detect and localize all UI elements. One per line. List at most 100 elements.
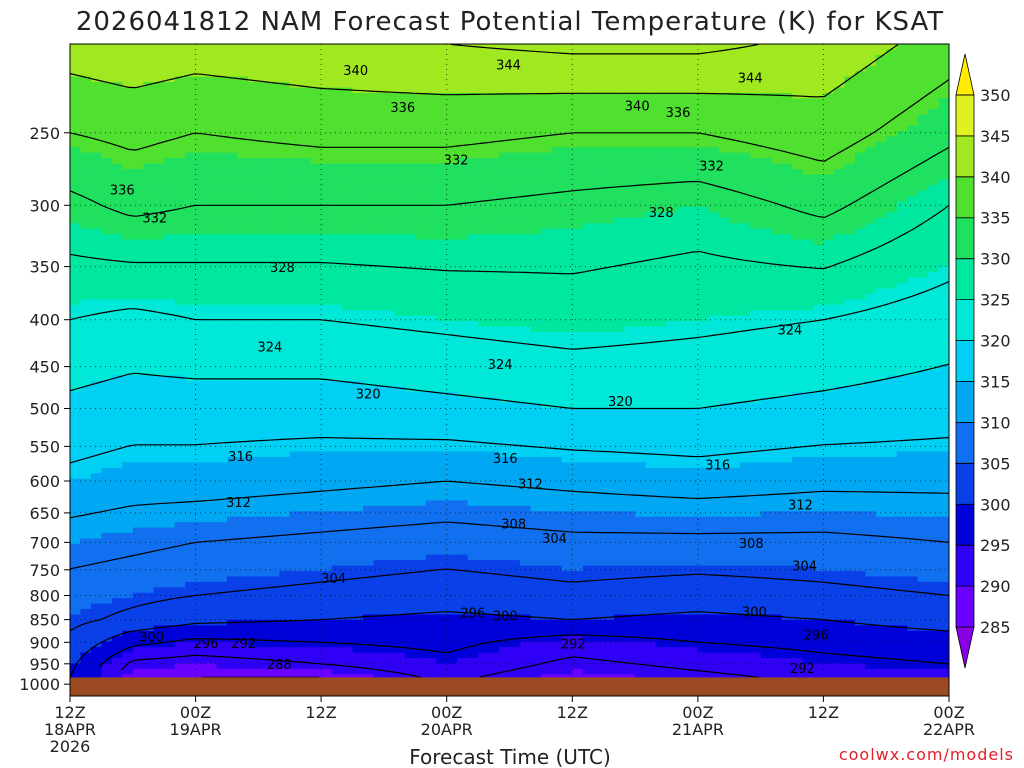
field-cell bbox=[656, 103, 668, 110]
field-cell bbox=[122, 87, 134, 94]
field-cell bbox=[582, 174, 594, 181]
field-cell bbox=[80, 272, 92, 279]
field-cell bbox=[321, 326, 333, 333]
field-cell bbox=[143, 293, 155, 300]
field-cell bbox=[90, 196, 102, 203]
field-cell bbox=[530, 103, 542, 110]
field-cell bbox=[111, 98, 123, 105]
field-cell bbox=[687, 120, 699, 127]
field-cell bbox=[676, 71, 688, 78]
field-cell bbox=[666, 92, 678, 99]
field-cell bbox=[687, 49, 699, 56]
field-cell bbox=[310, 44, 322, 51]
field-cell bbox=[310, 201, 322, 208]
field-cell bbox=[697, 174, 709, 181]
field-cell bbox=[928, 299, 940, 306]
field-cell bbox=[111, 310, 123, 317]
field-cell bbox=[561, 147, 573, 154]
field-cell bbox=[310, 234, 322, 241]
field-cell bbox=[415, 212, 427, 219]
field-cell bbox=[425, 109, 437, 116]
field-cell bbox=[111, 179, 123, 186]
field-cell bbox=[697, 65, 709, 72]
field-cell bbox=[268, 152, 280, 159]
field-cell bbox=[394, 217, 406, 224]
field-cell bbox=[122, 92, 134, 99]
field-cell bbox=[499, 163, 511, 170]
field-cell bbox=[540, 98, 552, 105]
field-cell bbox=[666, 272, 678, 279]
field-cell bbox=[917, 353, 929, 360]
field-cell bbox=[111, 185, 123, 192]
field-cell bbox=[90, 250, 102, 257]
field-cell bbox=[132, 190, 144, 197]
field-cell bbox=[676, 331, 688, 338]
field-cell bbox=[551, 223, 563, 230]
field-cell bbox=[206, 44, 218, 51]
field-cell bbox=[342, 212, 354, 219]
field-cell bbox=[279, 223, 291, 230]
field-cell bbox=[195, 109, 207, 116]
field-cell bbox=[593, 239, 605, 246]
field-cell bbox=[614, 44, 626, 51]
field-cell bbox=[216, 266, 228, 273]
field-cell bbox=[226, 114, 239, 121]
field-cell bbox=[603, 158, 615, 165]
field-cell bbox=[781, 60, 793, 67]
field-cell bbox=[886, 310, 898, 317]
field-cell bbox=[206, 120, 218, 127]
field-cell bbox=[436, 283, 448, 290]
field-cell bbox=[708, 217, 720, 224]
field-cell bbox=[383, 109, 395, 116]
field-cell bbox=[708, 92, 720, 99]
field-cell bbox=[656, 152, 668, 159]
field-cell bbox=[90, 71, 102, 78]
field-cell bbox=[289, 326, 301, 333]
field-cell bbox=[582, 49, 594, 56]
field-cell bbox=[928, 250, 940, 257]
field-cell bbox=[478, 212, 490, 219]
field-cell bbox=[530, 60, 542, 67]
field-cell bbox=[164, 185, 176, 192]
field-cell bbox=[645, 147, 657, 154]
field-cell bbox=[624, 196, 636, 203]
field-cell bbox=[635, 353, 647, 360]
field-cell bbox=[247, 310, 259, 317]
field-cell bbox=[279, 299, 291, 306]
field-cell bbox=[812, 82, 825, 89]
field-cell bbox=[383, 321, 395, 328]
field-cell bbox=[216, 49, 228, 56]
field-cell bbox=[844, 272, 856, 279]
field-cell bbox=[582, 212, 594, 219]
field-cell bbox=[760, 315, 772, 322]
field-cell bbox=[729, 152, 741, 159]
field-cell bbox=[635, 342, 647, 349]
field-cell bbox=[561, 223, 573, 230]
field-cell bbox=[907, 54, 919, 61]
field-cell bbox=[153, 179, 165, 186]
field-cell bbox=[865, 174, 877, 181]
field-cell bbox=[425, 185, 437, 192]
field-cell bbox=[781, 348, 793, 355]
field-cell bbox=[80, 185, 92, 192]
field-cell bbox=[174, 234, 186, 241]
field-cell bbox=[436, 207, 448, 214]
field-cell bbox=[268, 76, 280, 83]
field-cell bbox=[268, 49, 280, 56]
field-cell bbox=[551, 207, 563, 214]
field-cell bbox=[226, 174, 239, 181]
field-cell bbox=[614, 266, 626, 273]
field-cell bbox=[635, 348, 647, 355]
field-cell bbox=[342, 190, 354, 197]
field-cell bbox=[802, 152, 814, 159]
field-cell bbox=[164, 179, 176, 186]
field-cell bbox=[771, 245, 783, 252]
field-cell bbox=[540, 283, 552, 290]
field-cell bbox=[917, 103, 929, 110]
field-cell bbox=[268, 348, 280, 355]
field-cell bbox=[363, 120, 375, 127]
field-cell bbox=[80, 223, 92, 230]
field-cell bbox=[457, 190, 469, 197]
field-cell bbox=[917, 71, 929, 78]
field-cell bbox=[352, 196, 364, 203]
